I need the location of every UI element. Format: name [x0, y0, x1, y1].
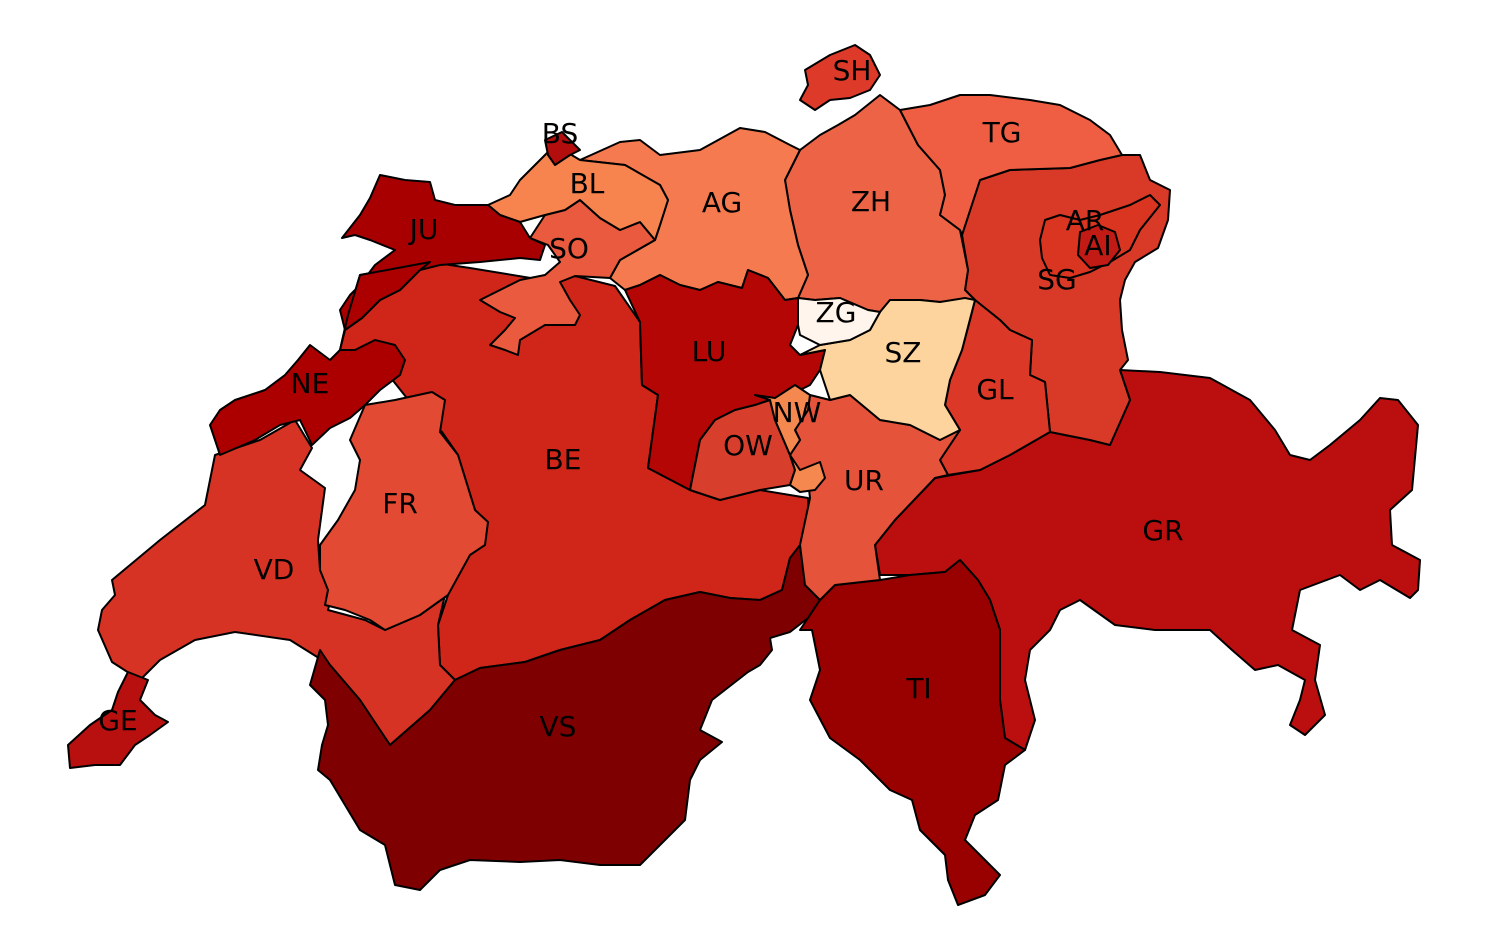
canton-bl[interactable] — [487, 144, 669, 241]
label-ur: UR — [844, 464, 884, 497]
label-gl: GL — [976, 373, 1014, 406]
canton-vs[interactable] — [309, 544, 821, 891]
label-bl: BL — [570, 167, 605, 200]
canton-sh[interactable] — [799, 44, 881, 111]
canton-ti[interactable] — [799, 559, 1026, 906]
label-nw: NW — [773, 396, 822, 429]
canton-ai[interactable] — [1077, 224, 1121, 269]
label-zg: ZG — [816, 296, 857, 329]
canton-sz[interactable] — [799, 297, 976, 441]
label-ow: OW — [723, 429, 773, 462]
canton-zg[interactable] — [797, 297, 881, 346]
label-ag: AG — [702, 186, 742, 219]
canton-so[interactable] — [479, 199, 656, 356]
label-ai: AI — [1084, 229, 1111, 262]
label-sz: SZ — [885, 336, 922, 369]
label-ge: GE — [98, 704, 137, 737]
label-zh: ZH — [851, 185, 891, 218]
label-ju: JU — [408, 213, 439, 246]
label-ti: TI — [905, 672, 931, 705]
label-vd: VD — [254, 553, 295, 586]
label-bs: BS — [542, 117, 579, 150]
canton-ne[interactable] — [209, 261, 431, 456]
canton-fr[interactable] — [319, 391, 489, 631]
label-vs: VS — [540, 710, 577, 743]
label-sg: SG — [1037, 263, 1076, 296]
label-ne: NE — [291, 367, 330, 400]
canton-gr[interactable] — [874, 369, 1421, 751]
canton-ge[interactable] — [67, 671, 169, 769]
label-tg: TG — [982, 116, 1022, 149]
label-ar: AR — [1066, 204, 1105, 237]
label-sh: SH — [833, 54, 872, 87]
canton-tg[interactable] — [899, 94, 1123, 236]
canton-nw[interactable] — [754, 384, 826, 493]
label-so: SO — [549, 232, 589, 265]
label-lu: LU — [692, 335, 727, 368]
label-gr: GR — [1142, 514, 1183, 547]
canton-bs[interactable] — [544, 131, 581, 166]
label-fr: FR — [382, 487, 418, 520]
label-be: BE — [545, 443, 582, 476]
